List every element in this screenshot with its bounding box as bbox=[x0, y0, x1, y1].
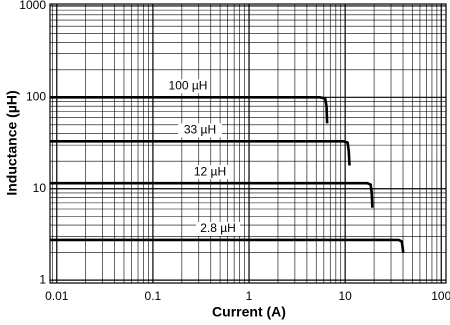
x-tick-label: 10 bbox=[338, 289, 352, 303]
plot-frame bbox=[49, 3, 447, 284]
y-tick-label: 1 bbox=[39, 272, 46, 286]
y-axis-title: Inductance (µH) bbox=[4, 90, 20, 195]
y-tick-label: 1000 bbox=[19, 0, 46, 12]
series-label: 100 µH bbox=[169, 79, 208, 93]
y-tick-label: 10 bbox=[33, 181, 47, 195]
series-line bbox=[50, 140, 351, 166]
series-label: 2.8 µH bbox=[200, 221, 236, 235]
series-label: 33 µH bbox=[184, 123, 216, 137]
label-background bbox=[188, 165, 232, 180]
x-tick-label: 1 bbox=[246, 289, 253, 303]
x-tick-label: 100 bbox=[431, 289, 450, 303]
label-background bbox=[166, 79, 210, 94]
x-tick-label: 0.1 bbox=[145, 289, 162, 303]
x-axis-title: Current (A) bbox=[212, 304, 286, 320]
series-line bbox=[50, 181, 374, 208]
series-line bbox=[50, 238, 405, 253]
label-background bbox=[196, 221, 240, 236]
x-tick-label: 0.01 bbox=[45, 289, 69, 303]
series-label: 12 µH bbox=[194, 164, 226, 178]
label-background bbox=[178, 123, 222, 138]
series-line bbox=[50, 96, 329, 124]
y-tick-label: 100 bbox=[26, 90, 46, 104]
